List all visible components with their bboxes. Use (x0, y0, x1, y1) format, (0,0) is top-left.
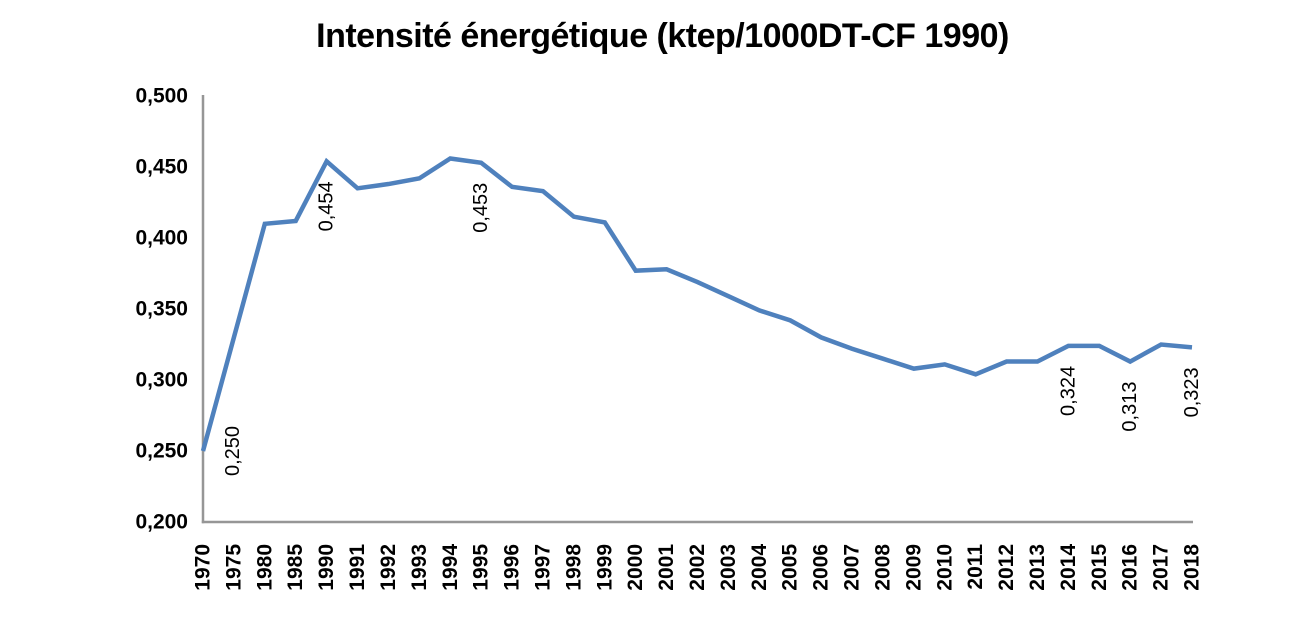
x-tick-label: 1996 (501, 544, 524, 591)
data-point-label: 0,324 (1057, 366, 1079, 416)
data-point-label: 0,250 (222, 426, 244, 476)
x-tick-label: 2009 (902, 544, 925, 591)
x-tick-label: 2005 (779, 544, 802, 591)
data-point-label: 0,454 (316, 181, 338, 231)
x-tick-label: 1970 (192, 544, 215, 591)
x-tick-label: 1999 (593, 544, 616, 591)
x-tick-label: 1998 (562, 544, 585, 591)
x-tick-label: 2014 (1057, 544, 1080, 591)
x-tick-label: 1992 (377, 544, 400, 591)
x-tick-label: 2017 (1150, 544, 1173, 591)
x-tick-label: 1994 (439, 544, 462, 591)
x-tick-label: 2002 (686, 544, 709, 591)
x-tick-label: 2007 (841, 544, 864, 591)
data-point-label: 0,453 (470, 183, 492, 233)
x-tick-label: 1995 (470, 544, 493, 591)
x-tick-label: 1991 (346, 544, 369, 591)
data-series-line (200, 156, 1193, 452)
y-tick-label: 0,200 (135, 511, 188, 534)
y-tick-label: 0,300 (135, 369, 188, 392)
y-tick-label: 0,250 (135, 440, 188, 463)
x-tick-label: 2010 (933, 544, 956, 591)
x-tick-label: 1985 (284, 544, 307, 591)
x-tick-label: 2013 (1026, 544, 1049, 591)
x-tick-label: 2012 (995, 544, 1018, 591)
x-tick-label: 1980 (253, 544, 276, 591)
y-tick-label: 0,500 (135, 85, 188, 108)
x-tick-label: 2018 (1181, 544, 1204, 591)
x-tick-label: 1997 (531, 544, 554, 591)
x-tick-label: 2015 (1088, 544, 1111, 591)
x-tick-label: 2001 (655, 544, 678, 591)
chart-title: Intensité énergétique (ktep/1000DT-CF 19… (316, 17, 1009, 55)
y-tick-label: 0,450 (135, 156, 188, 179)
x-tick-label: 2006 (810, 544, 833, 591)
x-tick-label: 2011 (964, 544, 987, 590)
y-tick-label: 0,350 (135, 298, 188, 321)
x-tick-label: 2003 (717, 544, 740, 591)
data-point-label: 0,323 (1181, 367, 1203, 417)
x-tick-label: 1990 (315, 544, 338, 591)
data-point-label: 0,313 (1119, 382, 1141, 432)
y-tick-label: 0,400 (135, 227, 188, 250)
x-tick-label: 1975 (222, 544, 245, 591)
x-tick-label: 1993 (408, 544, 431, 591)
x-tick-label: 2016 (1119, 544, 1142, 591)
x-tick-label: 2004 (748, 544, 771, 591)
x-tick-label: 2000 (624, 544, 647, 591)
x-tick-label: 2008 (871, 544, 894, 591)
